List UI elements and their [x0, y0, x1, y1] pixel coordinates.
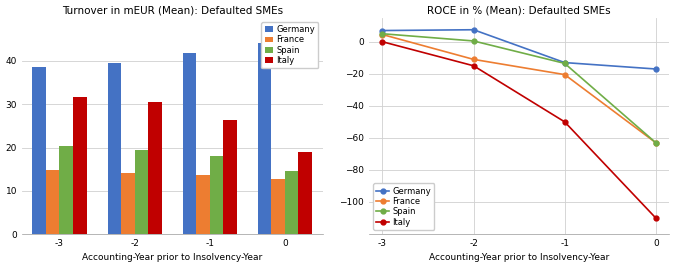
Germany — [652, 67, 660, 70]
X-axis label: Accounting-Year prior to Insolvency-Year: Accounting-Year prior to Insolvency-Year — [82, 254, 263, 262]
Italy — [652, 216, 660, 219]
Italy — [470, 64, 478, 67]
France — [561, 73, 569, 76]
Bar — [210, 156, 223, 234]
Spain — [470, 39, 478, 43]
Italy — [561, 120, 569, 124]
Line: Germany: Germany — [380, 27, 658, 72]
Spain — [561, 62, 569, 65]
Spain — [379, 32, 387, 35]
Bar — [134, 150, 148, 234]
France — [470, 58, 478, 61]
Bar — [271, 179, 285, 234]
Germany — [470, 28, 478, 31]
Bar — [107, 63, 121, 234]
Bar — [121, 173, 134, 234]
Germany — [379, 29, 387, 32]
Line: France: France — [380, 32, 658, 145]
Bar — [73, 97, 86, 234]
Bar — [298, 152, 312, 234]
Line: Spain: Spain — [380, 31, 658, 145]
France — [652, 141, 660, 144]
Legend: Germany, France, Spain, Italy: Germany, France, Spain, Italy — [261, 22, 319, 68]
Bar — [148, 102, 162, 234]
Bar — [59, 146, 73, 234]
X-axis label: Accounting-Year prior to Insolvency-Year: Accounting-Year prior to Insolvency-Year — [429, 254, 610, 262]
Bar — [32, 68, 46, 234]
Spain — [652, 141, 660, 144]
Line: Italy: Italy — [380, 39, 658, 221]
Title: ROCE in % (Mean): Defaulted SMEs: ROCE in % (Mean): Defaulted SMEs — [427, 6, 611, 16]
Title: Turnover in mEUR (Mean): Defaulted SMEs: Turnover in mEUR (Mean): Defaulted SMEs — [61, 6, 283, 16]
Bar — [285, 171, 298, 234]
Bar — [223, 120, 237, 234]
Italy — [379, 40, 387, 43]
Bar — [183, 53, 196, 234]
Bar — [46, 170, 59, 234]
Bar — [196, 175, 210, 234]
Legend: Germany, France, Spain, Italy: Germany, France, Spain, Italy — [373, 183, 434, 230]
France — [379, 33, 387, 36]
Bar — [258, 43, 271, 234]
Germany — [561, 61, 569, 64]
